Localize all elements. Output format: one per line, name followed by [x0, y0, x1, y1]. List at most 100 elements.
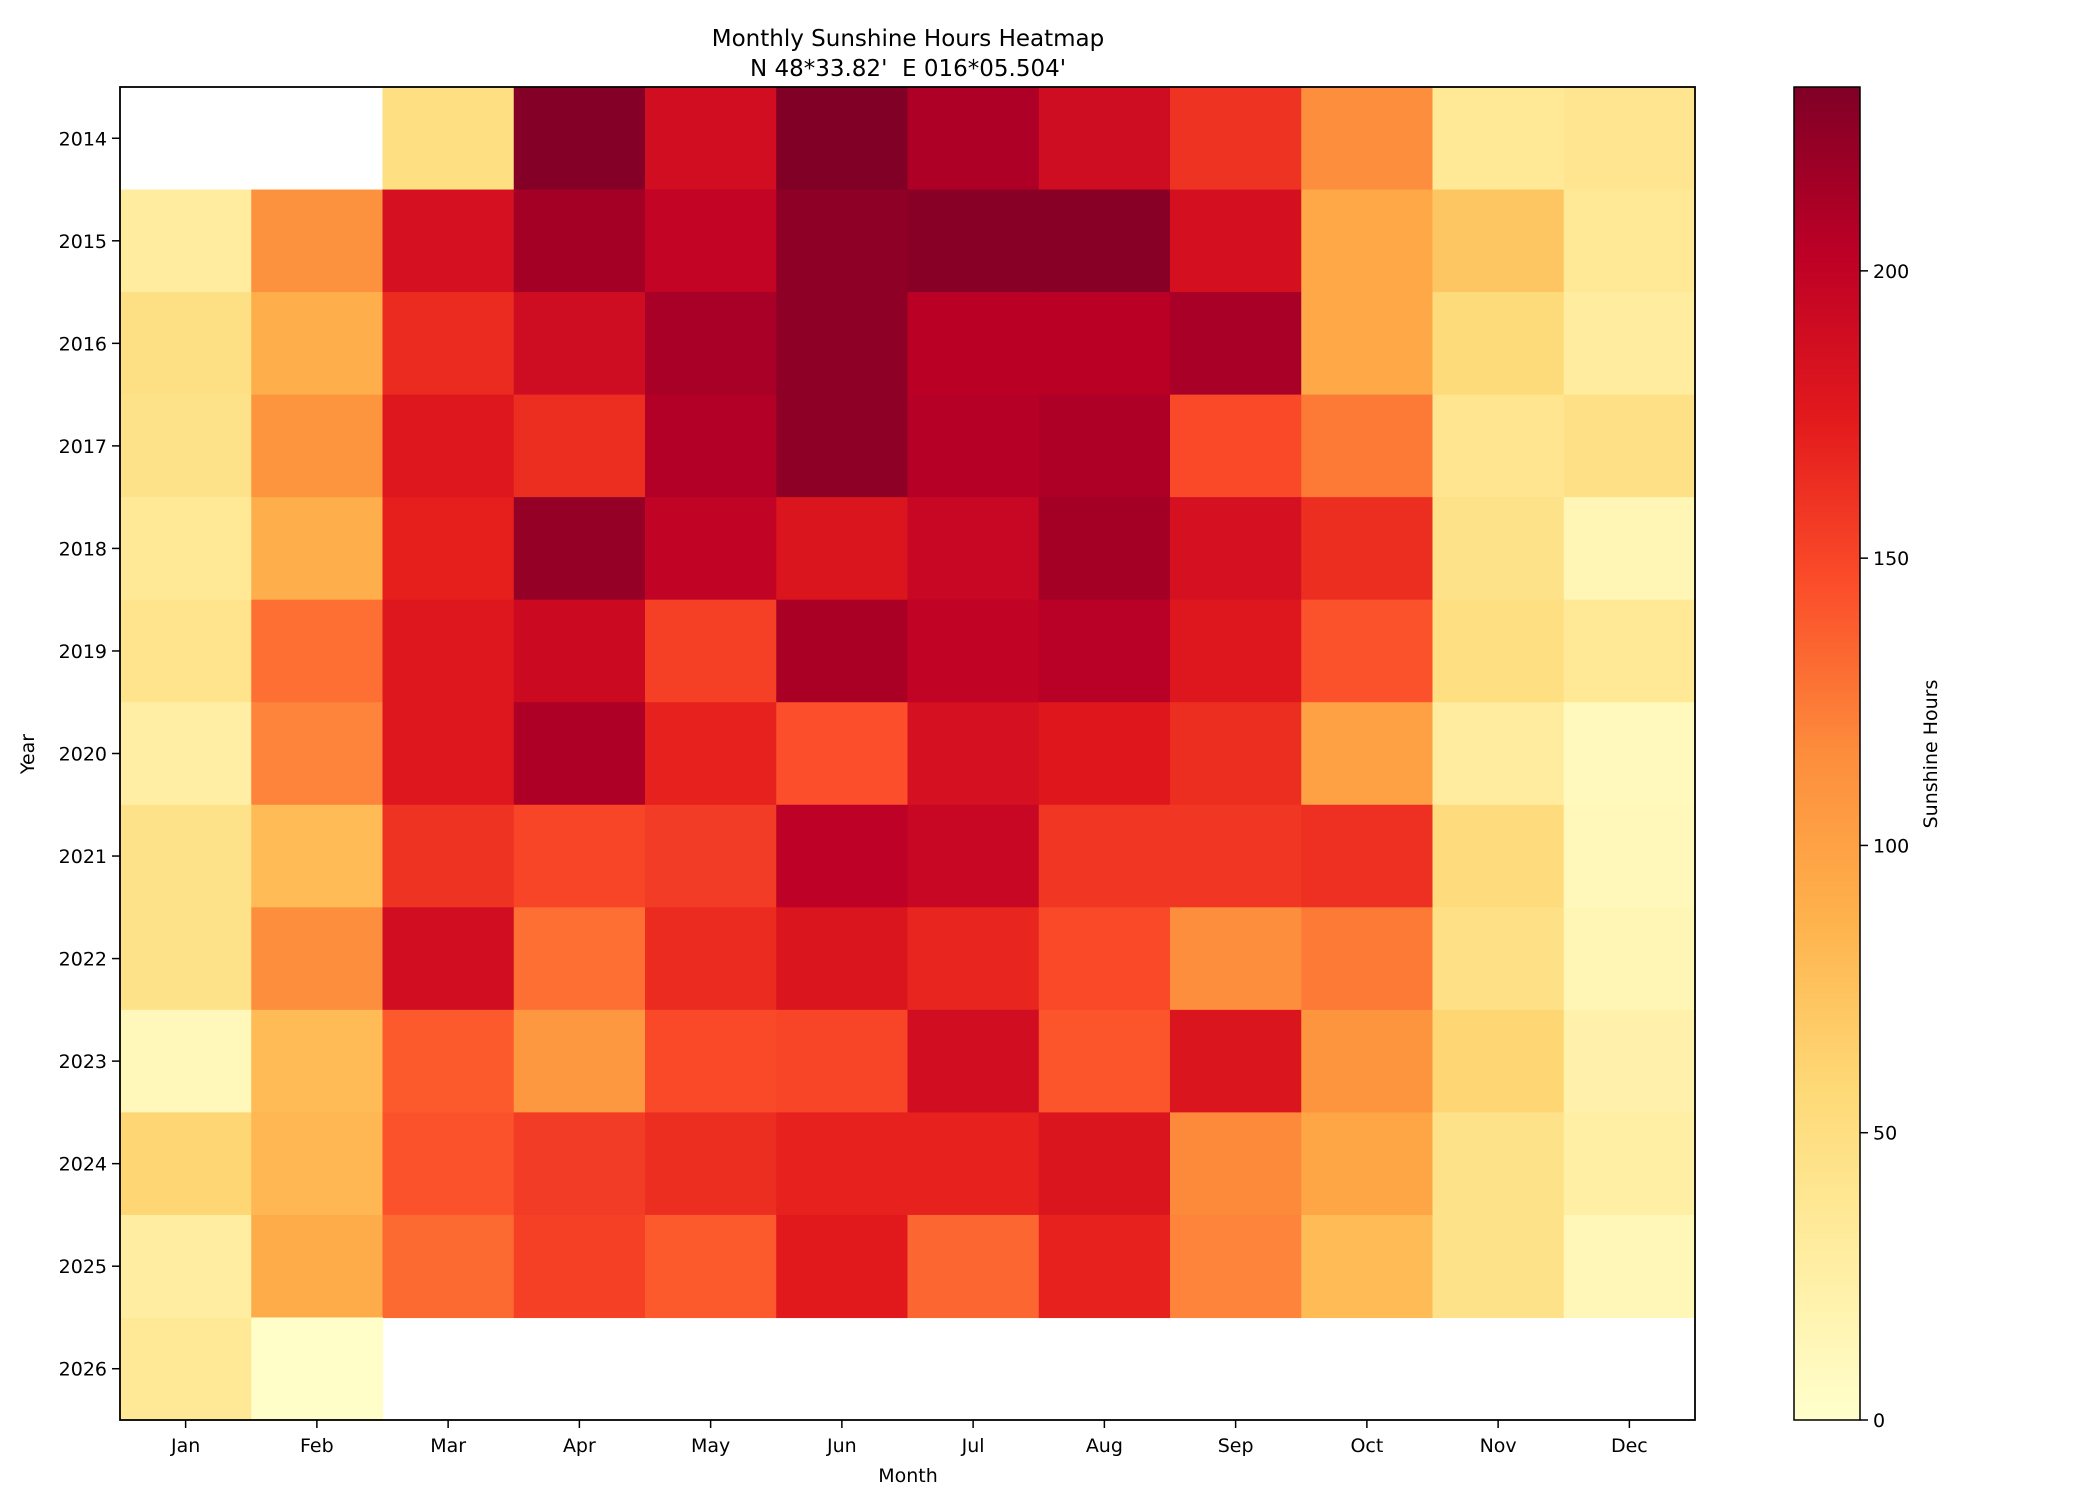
heatmap-cell — [251, 1214, 384, 1319]
heatmap-cell — [1170, 292, 1302, 396]
heatmap-cell — [1038, 804, 1171, 908]
heatmap-cell — [907, 599, 1040, 703]
heatmap-cell — [1563, 804, 1696, 908]
heatmap-cell — [251, 292, 384, 396]
heatmap-cell — [645, 87, 777, 191]
x-tick-label: Apr — [563, 1435, 596, 1457]
y-tick-label: 2019 — [59, 641, 107, 663]
y-tick-label: 2023 — [59, 1051, 107, 1073]
heatmap-cell — [1301, 292, 1434, 396]
heatmap-cell — [120, 907, 252, 1011]
heatmap-cell — [645, 1112, 777, 1216]
heatmap-cell — [907, 1214, 1040, 1319]
heatmap-cell — [513, 1009, 646, 1113]
heatmap-cell — [907, 804, 1040, 908]
heatmap-cell — [1563, 189, 1696, 293]
heatmap-cell — [1038, 599, 1171, 703]
heatmap-cell — [251, 804, 384, 908]
heatmap-cell — [513, 1112, 646, 1216]
heatmap-cell — [251, 702, 384, 806]
heatmap-cell — [776, 599, 909, 703]
heatmap-cell — [1432, 1214, 1565, 1319]
colorbar — [1793, 86, 1861, 1421]
heatmap-cell — [907, 702, 1040, 806]
heatmap-cell — [1301, 87, 1434, 191]
heatmap-cell — [776, 1009, 909, 1113]
y-axis-label: Year — [17, 734, 39, 775]
heatmap-cell — [1432, 189, 1565, 293]
heatmap-cell — [120, 804, 252, 908]
heatmap-cell — [907, 87, 1040, 191]
heatmap-cell — [513, 1214, 646, 1319]
x-tick-label: Nov — [1480, 1435, 1517, 1457]
heatmap-cell — [1170, 189, 1302, 293]
heatmap-cell — [1170, 702, 1302, 806]
heatmap-cell — [1038, 907, 1171, 1011]
heatmap-cell — [513, 189, 646, 293]
heatmap-cell — [382, 702, 515, 806]
heatmap-cell — [1432, 1112, 1565, 1216]
heatmap-cell — [1038, 1009, 1171, 1113]
heatmap-cell — [1563, 497, 1696, 601]
colorbar-ticks: 0 50 100 150 200 — [1860, 261, 1909, 1432]
x-tick-label: Mar — [430, 1435, 466, 1457]
heatmap-cell — [907, 189, 1040, 293]
heatmap-cell — [1170, 87, 1302, 191]
heatmap-cell — [513, 497, 646, 601]
heatmap-cell — [1038, 189, 1171, 293]
heatmap-cell — [1301, 702, 1434, 806]
colorbar-tick-label: 200 — [1873, 261, 1909, 283]
heatmap-cell — [120, 1214, 252, 1319]
y-tick-label: 2025 — [59, 1256, 107, 1278]
heatmap-cell — [645, 292, 777, 396]
heatmap-cell — [1170, 907, 1302, 1011]
heatmap-cell — [1038, 1112, 1171, 1216]
heatmap-cell — [1301, 1112, 1434, 1216]
heatmap-cell — [1432, 1009, 1565, 1113]
y-tick-label: 2020 — [59, 744, 107, 766]
heatmap-cell — [776, 1112, 909, 1216]
heatmap-cell — [1432, 599, 1565, 703]
heatmap-cell — [1563, 87, 1696, 191]
x-tick-label: Feb — [300, 1435, 334, 1457]
heatmap-cell — [382, 497, 515, 601]
colorbar-label: Sunshine Hours — [1920, 680, 1942, 829]
y-tick-label: 2016 — [59, 333, 107, 355]
x-tick-label: Aug — [1086, 1435, 1123, 1457]
x-tick-label: Jul — [961, 1435, 985, 1457]
heatmap-cell — [907, 394, 1040, 498]
y-tick-label: 2024 — [59, 1154, 107, 1176]
heatmap-cell — [776, 87, 909, 191]
heatmap-cell — [251, 1112, 384, 1216]
x-axis-label: Month — [878, 1465, 938, 1487]
y-tick-label: 2018 — [59, 538, 107, 560]
heatmap-cell — [1301, 1009, 1434, 1113]
x-tick-label: Jun — [826, 1435, 857, 1457]
heatmap-cell — [645, 804, 777, 908]
heatmap-cell — [120, 1009, 252, 1113]
heatmap-cell — [1563, 599, 1696, 703]
heatmap-cell — [645, 189, 777, 293]
heatmap-cell — [1432, 292, 1565, 396]
heatmap-cell — [1432, 394, 1565, 498]
heatmap-cell — [513, 804, 646, 908]
heatmap-cell — [1432, 497, 1565, 601]
x-tick-label: Sep — [1218, 1435, 1254, 1457]
heatmap-cell — [776, 702, 909, 806]
heatmap-cell — [776, 394, 909, 498]
heatmap-cell — [251, 1009, 384, 1113]
heatmap-cell — [1170, 599, 1302, 703]
heatmap-cell — [382, 189, 515, 293]
x-tick-label: May — [691, 1435, 730, 1457]
heatmap-cell — [1170, 1009, 1302, 1113]
heatmap-cell — [1563, 1112, 1696, 1216]
heatmap-cell — [251, 394, 384, 498]
heatmap-cell — [1563, 1009, 1696, 1113]
heatmap-cell — [251, 189, 384, 293]
heatmap-cell — [776, 1214, 909, 1319]
colorbar-tick-label: 0 — [1873, 1410, 1885, 1432]
heatmap-cell — [382, 394, 515, 498]
heatmap-cell — [1301, 907, 1434, 1011]
heatmap-cell — [1432, 907, 1565, 1011]
